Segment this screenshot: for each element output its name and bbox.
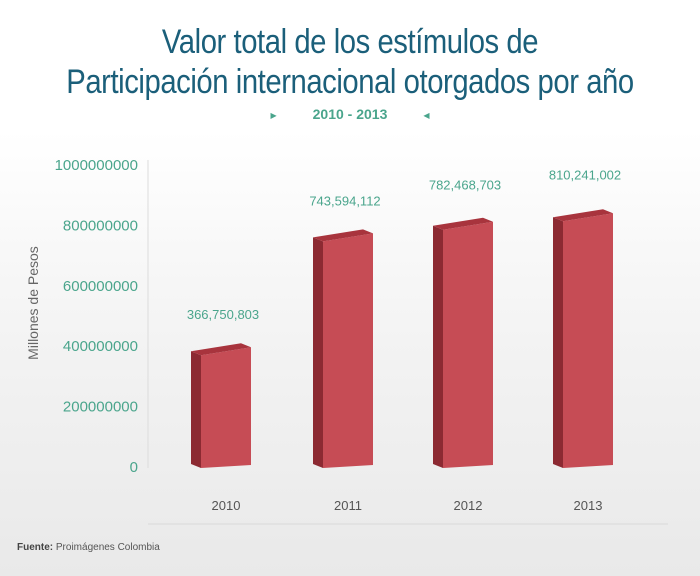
- x-tick-label: 2012: [454, 498, 483, 513]
- bar: [323, 233, 373, 468]
- x-tick-label: 2013: [574, 498, 603, 513]
- chart-subtitle: ▶ 2010 - 2013 ◀: [0, 106, 700, 122]
- data-label: 810,241,002: [549, 167, 621, 182]
- bar: [563, 213, 613, 468]
- bar-top: [313, 229, 373, 242]
- bar-top: [553, 209, 613, 222]
- bar-side: [191, 351, 201, 468]
- bar-side: [313, 237, 323, 468]
- source-note: Fuente: Proimágenes Colombia: [17, 542, 160, 553]
- y-tick-label: 1000000000: [55, 157, 138, 174]
- bar-side: [433, 225, 443, 468]
- data-label: 366,750,803: [187, 307, 259, 322]
- source-text: Proimágenes Colombia: [55, 542, 160, 553]
- chart-title-line1: Valor total de los estímulos de: [161, 23, 539, 61]
- chart-title: Valor total de los estímulos de Particip…: [49, 22, 651, 102]
- bar: [201, 347, 251, 468]
- source-label: Fuente:: [17, 542, 54, 553]
- data-label: 782,468,703: [429, 178, 501, 193]
- y-tick-label: 200000000: [63, 399, 138, 416]
- y-tick-label: 400000000: [63, 338, 138, 355]
- right-triangle-icon: ▶: [270, 110, 277, 120]
- y-tick-label: 800000000: [63, 217, 138, 234]
- data-label: 743,594,112: [309, 193, 380, 208]
- x-tick-label: 2011: [334, 498, 362, 513]
- y-axis-title: Millones de Pesos: [25, 246, 41, 360]
- bar-top: [191, 343, 251, 356]
- bar: [443, 221, 493, 468]
- bar-side: [553, 217, 563, 468]
- bar-top: [433, 217, 493, 230]
- x-tick-label: 2010: [212, 498, 241, 513]
- year-range-label: 2010 - 2013: [312, 106, 388, 122]
- chart-title-line2: Participación internacional otorgados po…: [66, 63, 634, 101]
- y-tick-label: 0: [130, 459, 138, 476]
- y-tick-label: 600000000: [63, 278, 138, 295]
- left-triangle-icon: ◀: [423, 110, 430, 120]
